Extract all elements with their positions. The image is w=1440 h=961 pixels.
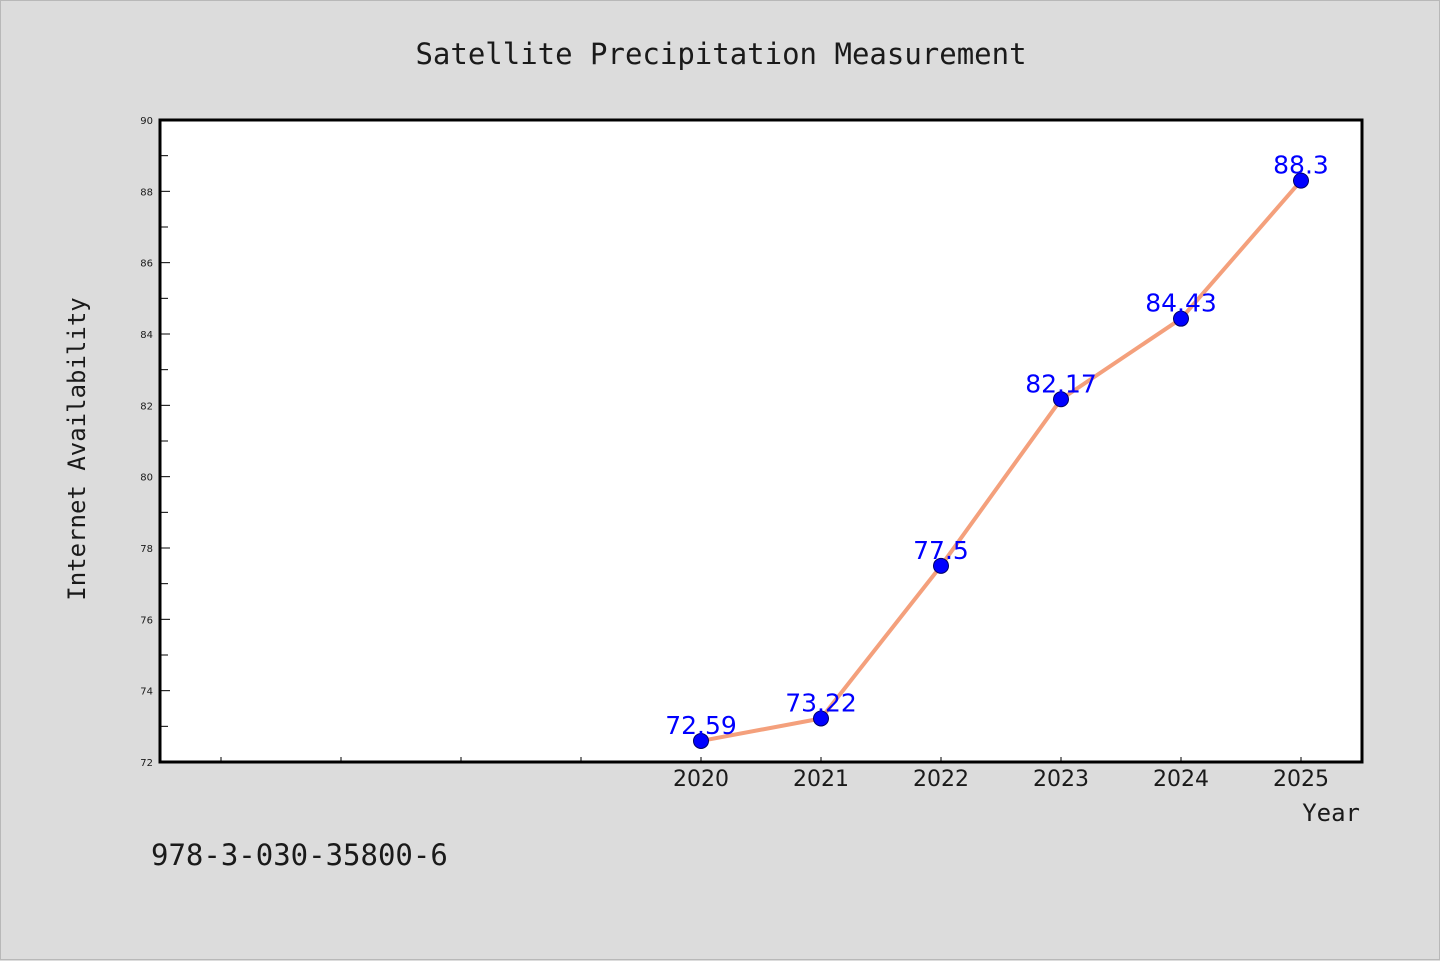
data-point [1293,172,1309,189]
series-group: 72.59 73.22 77.5 82.17 84.43 88.3 [665,151,1329,749]
y-axis-label: Internet Availability [63,297,91,600]
chart-title: Satellite Precipitation Measurement [415,37,1026,71]
y-tick-label: 72 [140,758,153,769]
isbn-text: 978-3-030-35800-6 [151,838,448,872]
data-label: 73.22 [785,688,857,717]
y-tick-label: 86 [140,259,153,270]
data-label: 82.17 [1025,369,1097,398]
x-tick-label: 2025 [1273,767,1329,792]
y-axis: 72 74 76 78 80 82 84 86 88 90 [140,116,170,769]
x-tick-label: 2023 [1033,767,1089,792]
x-axis: 2020 2021 2022 2023 2024 2025 [220,757,1329,792]
y-tick-label: 82 [140,401,153,412]
data-label: 84.43 [1145,289,1217,318]
y-tick-label: 90 [140,116,153,127]
data-label: 77.5 [913,536,969,565]
y-tick-label: 84 [140,330,153,341]
x-tick-label: 2021 [793,767,849,792]
plot-area [158,118,1364,764]
data-point [693,732,709,749]
x-tick-label: 2020 [673,767,729,792]
y-tick-label: 88 [140,187,153,198]
data-point [933,557,949,574]
data-point [813,710,829,727]
data-label: 88.3 [1273,151,1329,180]
data-point [1173,310,1189,327]
x-tick-label: 2024 [1153,767,1209,792]
y-tick-label: 76 [140,615,153,626]
y-tick-label: 80 [140,473,153,484]
y-tick-label: 74 [140,687,153,698]
x-axis-label: Year [1302,799,1360,827]
data-point [1053,391,1069,408]
data-label: 72.59 [665,711,737,740]
y-tick-label: 78 [140,544,153,555]
x-tick-label: 2022 [913,767,969,792]
series-line [699,178,1303,743]
